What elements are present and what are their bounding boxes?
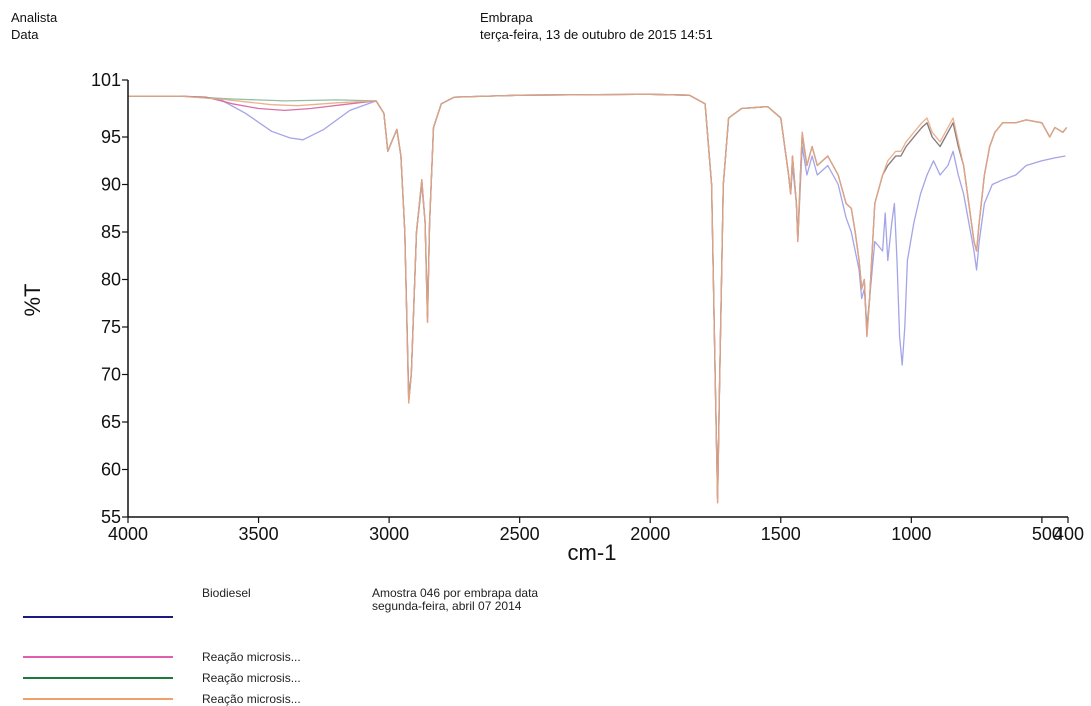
x-tick-label: 3000 (369, 524, 409, 544)
header-right: Embrapa terça-feira, 13 de outubro de 20… (480, 9, 713, 43)
x-tick-label: 400 (1054, 524, 1084, 544)
y-tick-label: 75 (101, 317, 121, 337)
series-line-0 (128, 93, 1066, 499)
analyst-label: Analista (11, 10, 58, 25)
y-ticks: 101 95 90 85 80 75 70 65 60 55 (91, 70, 128, 527)
x-axis-label: cm-1 (568, 540, 617, 565)
header-left: Analista Data (11, 9, 57, 43)
x-tick-label: 1000 (891, 524, 931, 544)
x-tick-label: 2000 (630, 524, 670, 544)
y-tick-label: 60 (101, 460, 121, 480)
series-line-3 (128, 93, 1068, 504)
org-name: Embrapa (480, 10, 533, 25)
y-tick-label: 65 (101, 412, 121, 432)
y-tick-label: 80 (101, 270, 121, 290)
x-tick-label: 500 (1032, 524, 1062, 544)
series-line-2 (128, 93, 1068, 499)
x-tick-label: 4000 (108, 524, 148, 544)
y-axis-label: %T (20, 284, 45, 317)
y-tick-label: 55 (101, 507, 121, 527)
series-line-1 (128, 93, 1068, 504)
x-tick-label: 3500 (239, 524, 279, 544)
y-tick-label: 70 (101, 365, 121, 385)
y-tick-label: 95 (101, 127, 121, 147)
report-datetime: terça-feira, 13 de outubro de 2015 14:51 (480, 27, 713, 42)
x-tick-label: 2500 (500, 524, 540, 544)
y-tick-label: 101 (91, 70, 121, 90)
x-tick-label: 1500 (761, 524, 801, 544)
date-label: Data (11, 27, 39, 42)
y-tick-label: 90 (101, 175, 121, 195)
series-layer (128, 93, 1068, 504)
y-tick-label: 85 (101, 222, 121, 242)
